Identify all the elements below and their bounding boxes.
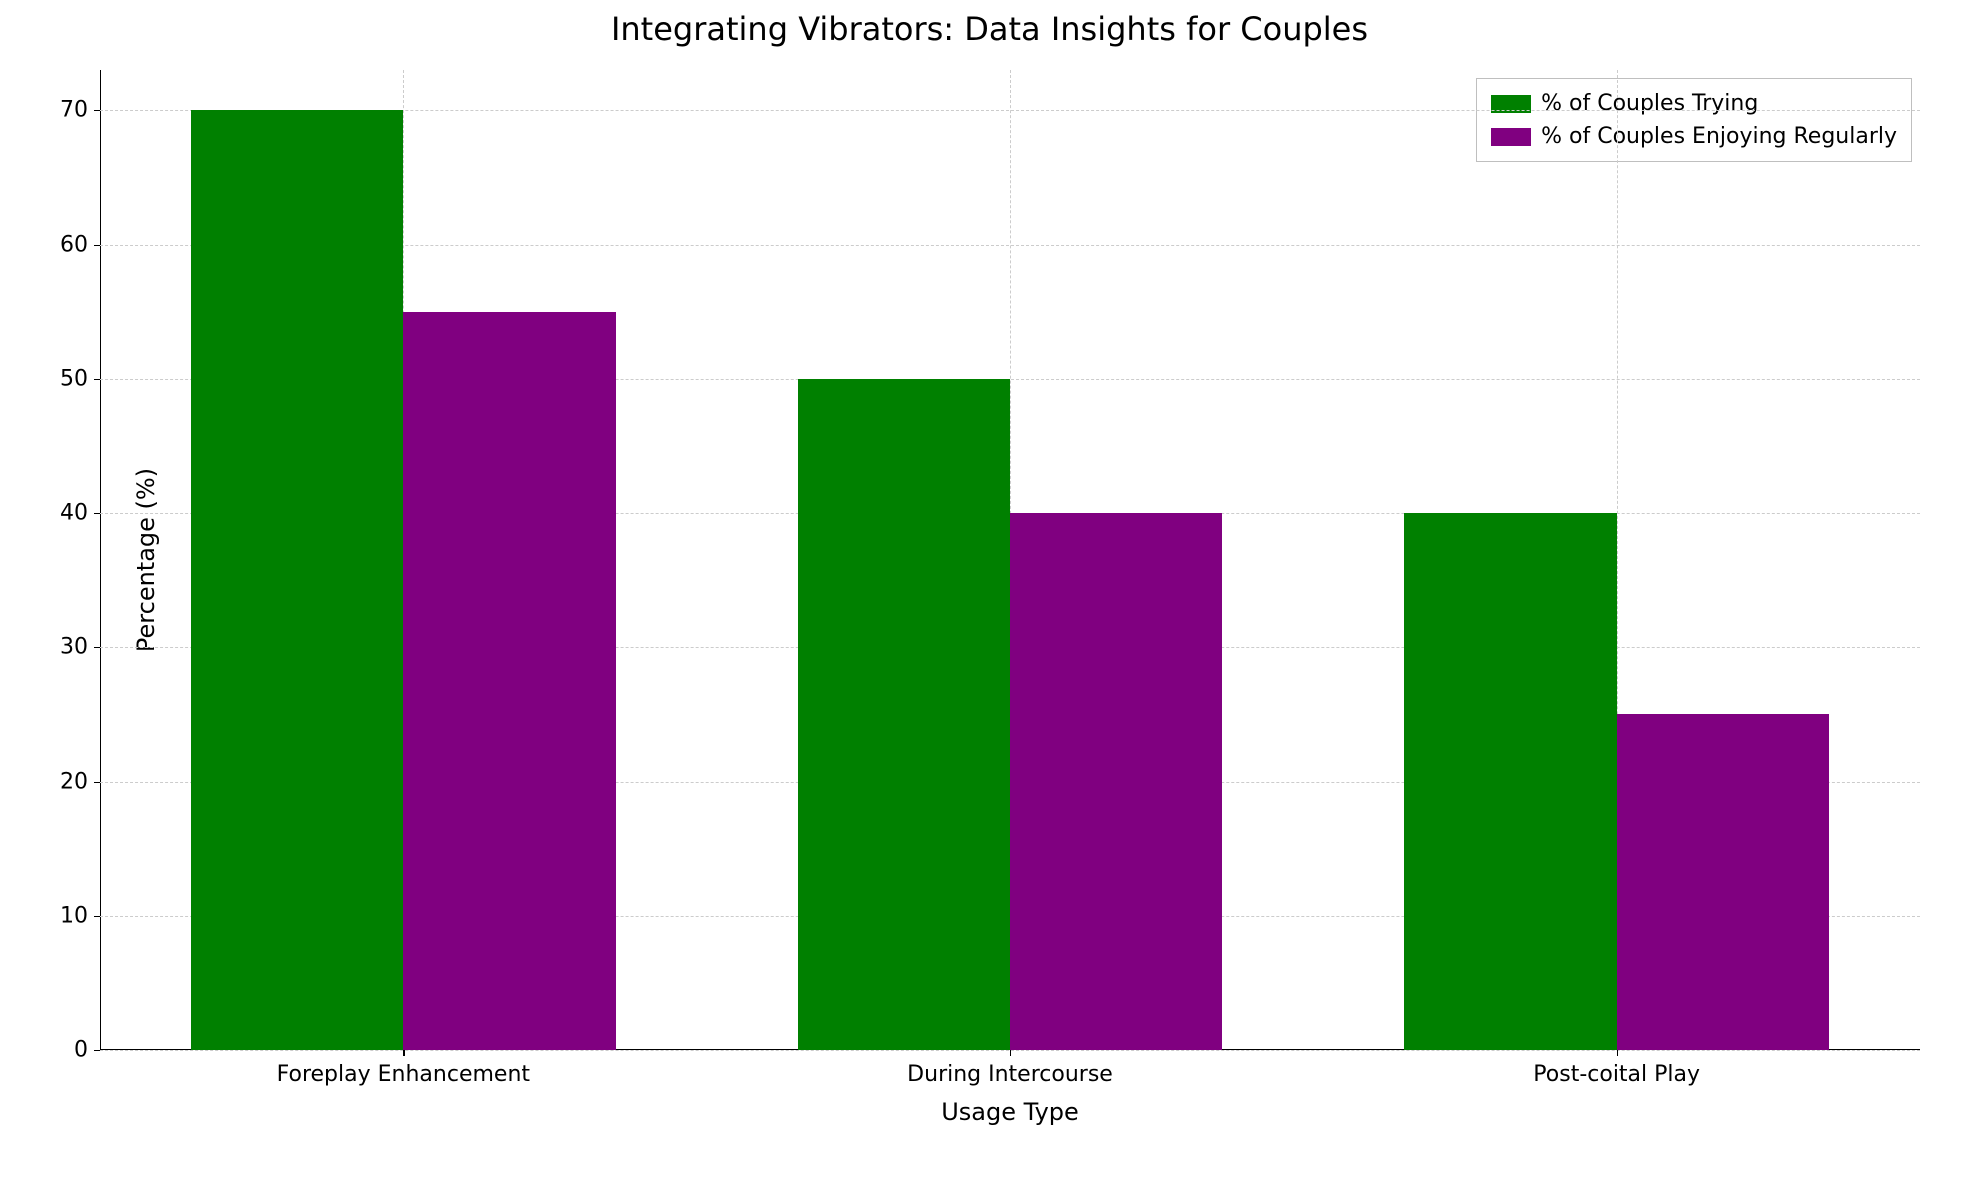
y-tick-label: 10 [60,903,100,928]
y-tick-label: 20 [60,769,100,794]
legend-label-series-1: % of Couples Trying [1541,91,1758,116]
x-tick-label: Post-coital Play [1533,1050,1700,1087]
chart-container: Integrating Vibrators: Data Insights for… [0,0,1979,1180]
legend-label-series-2: % of Couples Enjoying Regularly [1541,124,1897,149]
x-tick-label: Foreplay Enhancement [277,1050,530,1087]
legend-item-series-1: % of Couples Trying [1489,87,1899,120]
y-axis-spine [100,70,101,1050]
bar-series-2 [1010,513,1222,1050]
legend-item-series-2: % of Couples Enjoying Regularly [1489,120,1899,153]
bar-series-1 [798,379,1010,1050]
chart-title: Integrating Vibrators: Data Insights for… [611,10,1368,48]
y-tick-label: 60 [60,232,100,257]
y-tick-label: 70 [60,98,100,123]
bar-series-2 [403,312,615,1050]
y-tick-label: 0 [74,1038,100,1063]
bar-series-1 [1404,513,1616,1050]
plot-area: Percentage (%) Usage Type % of Couples T… [100,70,1920,1050]
y-axis-label: Percentage (%) [132,468,160,652]
chart-legend: % of Couples Trying % of Couples Enjoyin… [1476,78,1912,162]
y-tick-label: 40 [60,501,100,526]
bar-series-1 [191,110,403,1050]
x-axis-label: Usage Type [941,1098,1079,1126]
bar-series-2 [1617,714,1829,1050]
legend-swatch-series-2 [1491,128,1531,146]
y-tick-label: 30 [60,635,100,660]
y-tick-label: 50 [60,366,100,391]
x-tick-label: During Intercourse [907,1050,1113,1087]
